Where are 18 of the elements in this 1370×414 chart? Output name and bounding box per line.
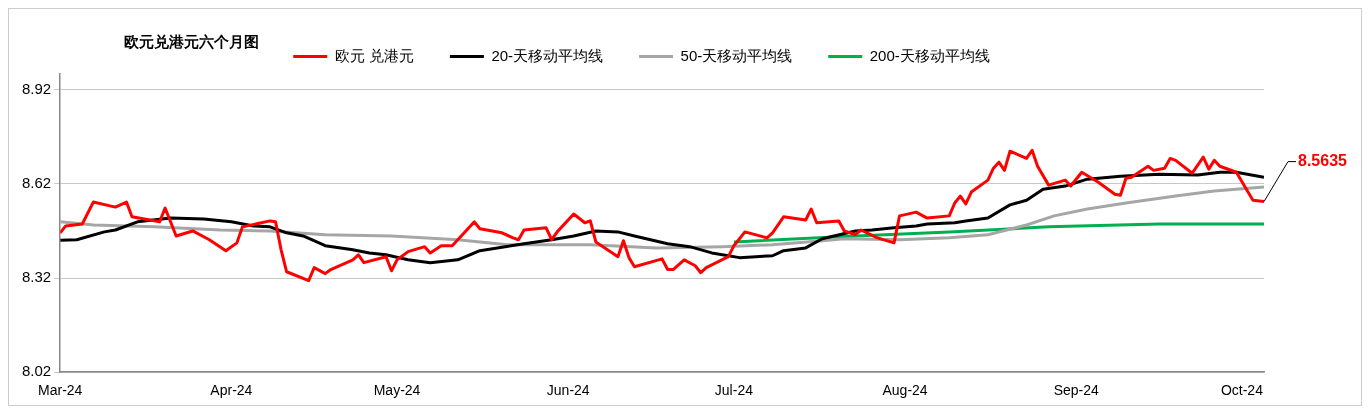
chart-title: 欧元兑港元六个月图 <box>124 33 259 52</box>
legend-label: 欧元 兑港元 <box>334 46 414 64</box>
x-tick-label: May-24 <box>373 382 421 399</box>
x-tick-label: Jun-24 <box>546 382 590 399</box>
y-tick-label: 8.62 <box>21 174 52 191</box>
x-tick-label: Apr-24 <box>210 382 253 399</box>
x-tick-label: Mar-24 <box>38 382 83 399</box>
y-tick-label: 8.32 <box>21 268 52 286</box>
legend-label: 200-天移动平均线 <box>869 46 990 64</box>
x-tick-label: Oct-24 <box>1220 382 1264 399</box>
x-tick-label: Sep-24 <box>1053 382 1100 399</box>
legend-label: 20-天移动平均线 <box>491 46 604 64</box>
x-tick-label: Jul-24 <box>714 382 754 399</box>
y-tick-label: 8.92 <box>21 79 52 97</box>
annotation: 8.5635 <box>1298 152 1348 169</box>
y-tick-label: 8.02 <box>21 362 52 380</box>
legend-label: 50-天移动平均线 <box>680 46 793 64</box>
x-tick-label: Aug-24 <box>882 382 928 399</box>
